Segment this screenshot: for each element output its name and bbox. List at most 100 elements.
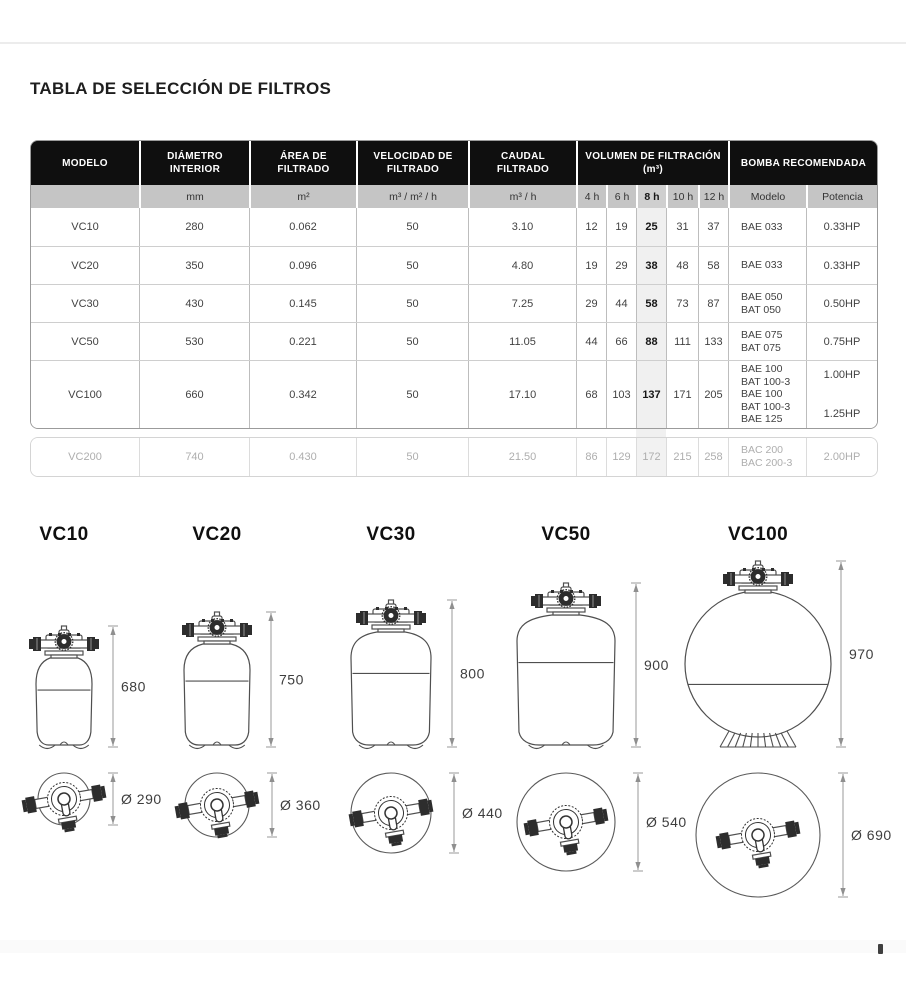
dimension-label: 750	[279, 672, 304, 688]
pump-model-line: BAT 075	[741, 341, 781, 354]
header-unit-7: 8 h	[636, 185, 666, 208]
table-row-vc50: VC50 530 0.221 50 11.05 44 66 88 111 133 BAE 075 BA…	[31, 322, 877, 360]
diameter-dimension: Ø 360	[267, 772, 321, 838]
cell-volumen-4: 258	[698, 438, 728, 476]
page-top-divider	[0, 42, 906, 44]
cell-pump-power: 0.50HP	[806, 285, 877, 322]
table-header-groups: MODELO DIÁMETRO INTERIOR ÁREA DE FILTRADO V…	[31, 141, 877, 185]
height-dimension: 900	[631, 582, 668, 748]
cell-pump-model: BAE 033	[728, 247, 806, 284]
cell-pump-model: BAC 200 BAC 200-3	[728, 438, 806, 476]
pump-power-value: 0.33HP	[823, 259, 861, 272]
diagram-vc100: VC100 970 Ø 690	[684, 524, 891, 898]
table-body: VC10 280 0.062 50 3.10 12 19 25 31 37 BAE 033 0.33H…	[31, 208, 877, 428]
cell-velocidad: 50	[356, 247, 468, 284]
cell-caudal: 4.80	[468, 247, 576, 284]
cell-pump-power: 2.00HP	[806, 438, 877, 476]
cell-model: VC30	[31, 285, 139, 322]
height-dimension: 750	[266, 611, 304, 748]
table-row-vc30: VC30 430 0.145 50 7.25 29 44 58 73 87 BAE 050 BAT 0…	[31, 284, 877, 322]
diameter-dimension: Ø 540	[633, 772, 687, 872]
header-unit-11: Potencia	[806, 185, 877, 208]
dimension-label: Ø 290	[121, 791, 162, 807]
cell-volumen-2: 58	[636, 285, 666, 322]
cell-volumen-2: 137	[636, 361, 666, 428]
cell-diametro: 740	[139, 438, 249, 476]
cell-pump-power: 0.75HP	[806, 323, 877, 360]
cell-model: VC20	[31, 247, 139, 284]
cell-pump-model: BAE 033	[728, 208, 806, 246]
cell-pump-model: BAE 100 BAT 100-3 BAE 100 BAT 100-3 BAE 125	[728, 361, 806, 428]
diagram-vc20: VC20 750 Ø 360	[174, 524, 321, 839]
diameter-dimension: Ø 290	[108, 772, 162, 826]
cell-volumen-4: 37	[698, 208, 728, 246]
page-edge-artifact	[878, 944, 883, 954]
dimension-label: Ø 440	[462, 805, 503, 821]
cell-volumen-2: 38	[636, 247, 666, 284]
cell-volumen-2: 88	[636, 323, 666, 360]
pump-model-line: BAE 125	[741, 413, 783, 426]
diagram-model-label: VC50	[541, 524, 590, 545]
pump-model-line: BAE 050	[741, 290, 783, 303]
diagram-model-label: VC10	[39, 524, 88, 545]
tank-top-view	[174, 772, 260, 839]
header-unit-4: m³ / h	[468, 185, 576, 208]
cell-area: 0.062	[249, 208, 356, 246]
pump-model-line: BAE 075	[741, 328, 783, 341]
cell-model: VC10	[31, 208, 139, 246]
cell-pump-model: BAE 075 BAT 075	[728, 323, 806, 360]
diagram-vc30: VC30 800 Ø 440	[348, 524, 503, 854]
header-unit-10: Modelo	[728, 185, 806, 208]
dimension-label: Ø 360	[280, 797, 321, 813]
header-unit-1: mm	[139, 185, 249, 208]
pump-model-line: BAT 100-3	[741, 375, 791, 388]
cell-velocidad: 50	[356, 285, 468, 322]
cell-diametro: 280	[139, 208, 249, 246]
height-dimension: 800	[447, 599, 484, 748]
cell-volumen-1: 103	[606, 361, 636, 428]
header-unit-0	[31, 185, 139, 208]
header-group-4: CAUDAL FILTRADO	[468, 141, 576, 185]
header-group-0: MODELO	[31, 141, 139, 185]
header-unit-5: 4 h	[576, 185, 606, 208]
cell-diametro: 350	[139, 247, 249, 284]
cell-volumen-3: 73	[666, 285, 698, 322]
cell-area: 0.096	[249, 247, 356, 284]
table-row-vc20: VC20 350 0.096 50 4.80 19 29 38 48 58 BAE 033 0.33H…	[31, 246, 877, 284]
cell-diametro: 660	[139, 361, 249, 428]
tank-side-view	[684, 560, 832, 748]
tank-side-view	[350, 599, 432, 750]
cell-volumen-3: 171	[666, 361, 698, 428]
cell-area: 0.145	[249, 285, 356, 322]
cell-volumen-4: 205	[698, 361, 728, 428]
cell-caudal: 3.10	[468, 208, 576, 246]
tank-top-view	[348, 772, 434, 854]
pump-model-line: BAE 033	[741, 259, 783, 272]
pump-model-line: BAE 100	[741, 388, 783, 401]
cell-volumen-0: 86	[576, 438, 606, 476]
cell-volumen-3: 111	[666, 323, 698, 360]
bottom-band	[0, 940, 906, 953]
pump-model-line: BAT 100-3	[741, 400, 791, 413]
pump-model-line: BAT 050	[741, 303, 781, 316]
cell-volumen-1: 66	[606, 323, 636, 360]
header-group-1: DIÁMETRO INTERIOR	[139, 141, 249, 185]
tank-top-view	[516, 772, 616, 872]
pump-power-value: 0.50HP	[823, 297, 861, 310]
table-row-vc100: VC100 660 0.342 50 17.10 68 103 137 171 205 BAE 10…	[31, 360, 877, 428]
cell-velocidad: 50	[356, 438, 468, 476]
header-group-5: VOLUMEN DE FILTRACIÓN (m³)	[576, 141, 728, 185]
pump-power-value: 0.33HP	[823, 221, 861, 233]
filter-selection-table: MODELO DIÁMETRO INTERIOR ÁREA DE FILTRADO V…	[30, 140, 878, 429]
cell-volumen-2: 172	[636, 438, 666, 476]
cell-diametro: 430	[139, 285, 249, 322]
diagram-vc10: VC10 680 Ø 290	[21, 524, 162, 833]
dimension-label: Ø 540	[646, 814, 687, 830]
cell-diametro: 530	[139, 323, 249, 360]
cell-model: VC100	[31, 361, 139, 428]
cell-pump-power: 0.33HP	[806, 208, 877, 246]
cell-volumen-0: 29	[576, 285, 606, 322]
header-unit-6: 6 h	[606, 185, 636, 208]
cell-area: 0.221	[249, 323, 356, 360]
